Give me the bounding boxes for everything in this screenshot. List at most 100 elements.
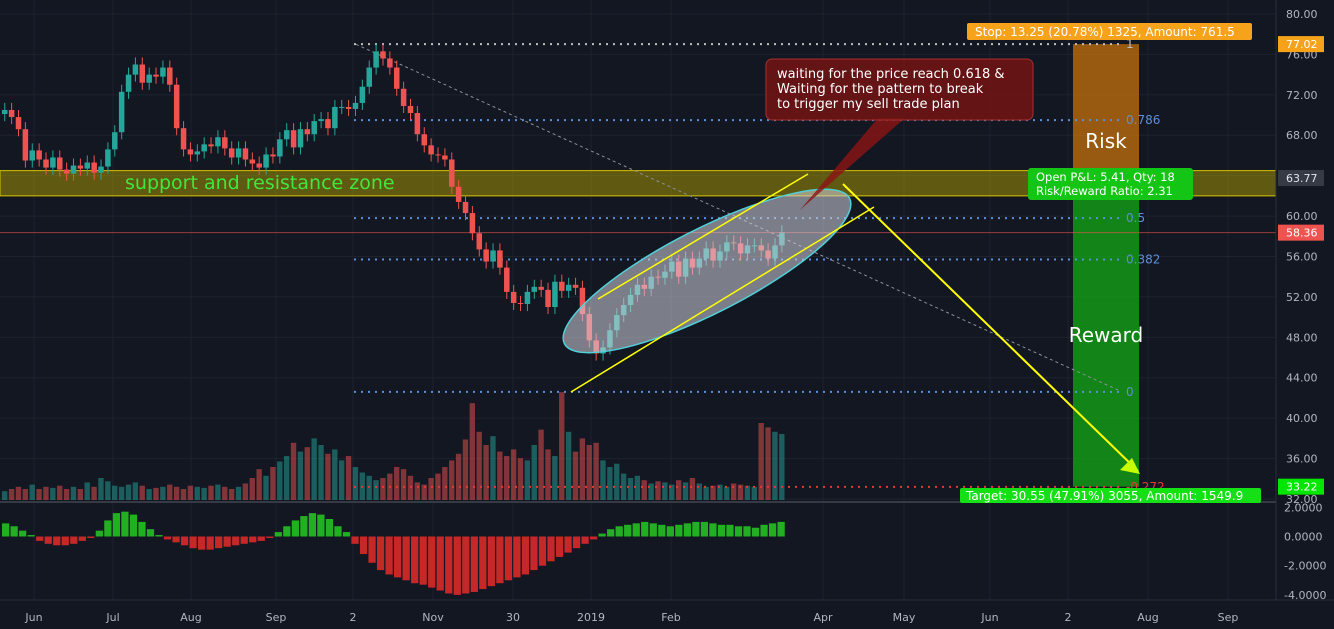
candle-body [407, 105, 414, 114]
volume-bar [400, 469, 407, 500]
callout-box [765, 58, 1034, 121]
oscillator-bar [95, 530, 103, 537]
volume-bar [8, 489, 15, 500]
oscillator-bar [317, 514, 325, 537]
channel-upper [597, 173, 809, 300]
oscillator-bar [428, 536, 436, 588]
price-tag-bg [1278, 169, 1324, 186]
oscillator-bar [376, 536, 385, 571]
candle-body [167, 67, 173, 85]
oscillator-bar [462, 536, 470, 594]
volume-bar [510, 449, 517, 500]
volume-bar [710, 485, 716, 500]
oscillator-bar [138, 521, 146, 537]
oscillator-bar [44, 536, 52, 544]
price-tick-label: 36.00 [1286, 453, 1318, 466]
time-tick-label: Nov [422, 611, 444, 624]
volume-bar [421, 484, 427, 500]
callout-line-2: Waiting for the pattern to break [777, 82, 984, 97]
fib-label: 0.5 [1126, 211, 1145, 225]
volume-bar [15, 486, 22, 500]
oscillator-bar [624, 524, 632, 537]
candle-body [112, 132, 118, 150]
volume-bar [297, 451, 304, 500]
oscillator-bar [112, 513, 121, 537]
candle-body [352, 102, 359, 109]
price-tag-bg [1278, 224, 1324, 241]
callout-line-3: to trigger my sell trade plan [777, 97, 960, 112]
volume-bar [442, 467, 448, 500]
oscillator-bar [291, 520, 299, 537]
candle-body [70, 165, 77, 174]
volume-bar [235, 486, 242, 500]
oscillator-bar [607, 529, 615, 537]
time-tick-label: Jun [24, 611, 42, 624]
volume-bar [407, 475, 414, 500]
candle-body [538, 286, 544, 290]
fib-trendline [355, 43, 1121, 392]
candle-body [8, 109, 15, 118]
oscillator-bar [180, 536, 189, 546]
candle-body [318, 119, 324, 122]
oscillator-bar [692, 521, 700, 537]
time-tick-label: Aug [180, 611, 201, 624]
volume-bar [318, 445, 324, 500]
volume-bar [160, 486, 166, 500]
candle-body [215, 137, 221, 147]
volume-bar [43, 486, 49, 500]
volume-bar [352, 467, 359, 500]
volume-bar [414, 482, 420, 500]
candle-body [504, 267, 510, 292]
volume-bar [586, 445, 592, 500]
oscillator-bar [547, 536, 555, 562]
volume-bar [744, 485, 751, 500]
oscillator-bar [283, 526, 291, 537]
price-scale-bg [1276, 0, 1334, 629]
volume-bar [627, 478, 634, 500]
volume-bar [779, 434, 785, 500]
volume-bar [614, 463, 620, 500]
price-tick-label: 56.00 [1286, 250, 1318, 263]
callout-pointer [800, 118, 905, 210]
volume-bar [531, 445, 537, 500]
time-tick-label: Jul [105, 611, 119, 624]
volume-bar [772, 431, 778, 500]
projection-arrowhead [1120, 458, 1140, 474]
oscillator-bar [189, 536, 197, 549]
oscillator-bar [581, 536, 589, 544]
price-tick-label: 60.00 [1286, 210, 1318, 223]
volume-bar [153, 487, 159, 500]
oscillator-bar [198, 536, 206, 550]
volume-bar [125, 484, 132, 500]
candle-body [29, 150, 36, 161]
oscillator-bar [129, 514, 138, 537]
candle-body [263, 154, 269, 168]
candle-body [194, 151, 201, 155]
reward-label: Reward [1069, 323, 1143, 347]
volume-bar [57, 485, 63, 500]
price-tick-label: 48.00 [1286, 331, 1318, 344]
candle-body [50, 157, 56, 168]
volume-bar [215, 484, 221, 500]
oscillator-bar [487, 536, 495, 587]
reward-box [1073, 177, 1139, 487]
volume-bar [394, 467, 400, 500]
stop-label-bg [967, 23, 1252, 40]
price-tag-label: 58.36 [1286, 227, 1318, 240]
risk-box [1073, 44, 1139, 178]
volume-bar [242, 483, 249, 500]
price-tick-label: 40.00 [1286, 412, 1318, 425]
oscillator-bar [615, 526, 623, 537]
oscillator-bar [10, 526, 18, 537]
volume-bar [552, 456, 558, 500]
oscillator [2, 511, 785, 595]
volume-bar [373, 480, 379, 500]
oscillator-bar [240, 536, 248, 544]
candle-body [63, 169, 70, 174]
candle-body [325, 119, 331, 129]
candle-body [270, 154, 276, 157]
volume-bar [435, 473, 441, 500]
labels: Stop: 13.25 (20.78%) 1325, Amount: 761.5… [960, 23, 1324, 503]
oscillator-bar [564, 536, 572, 553]
